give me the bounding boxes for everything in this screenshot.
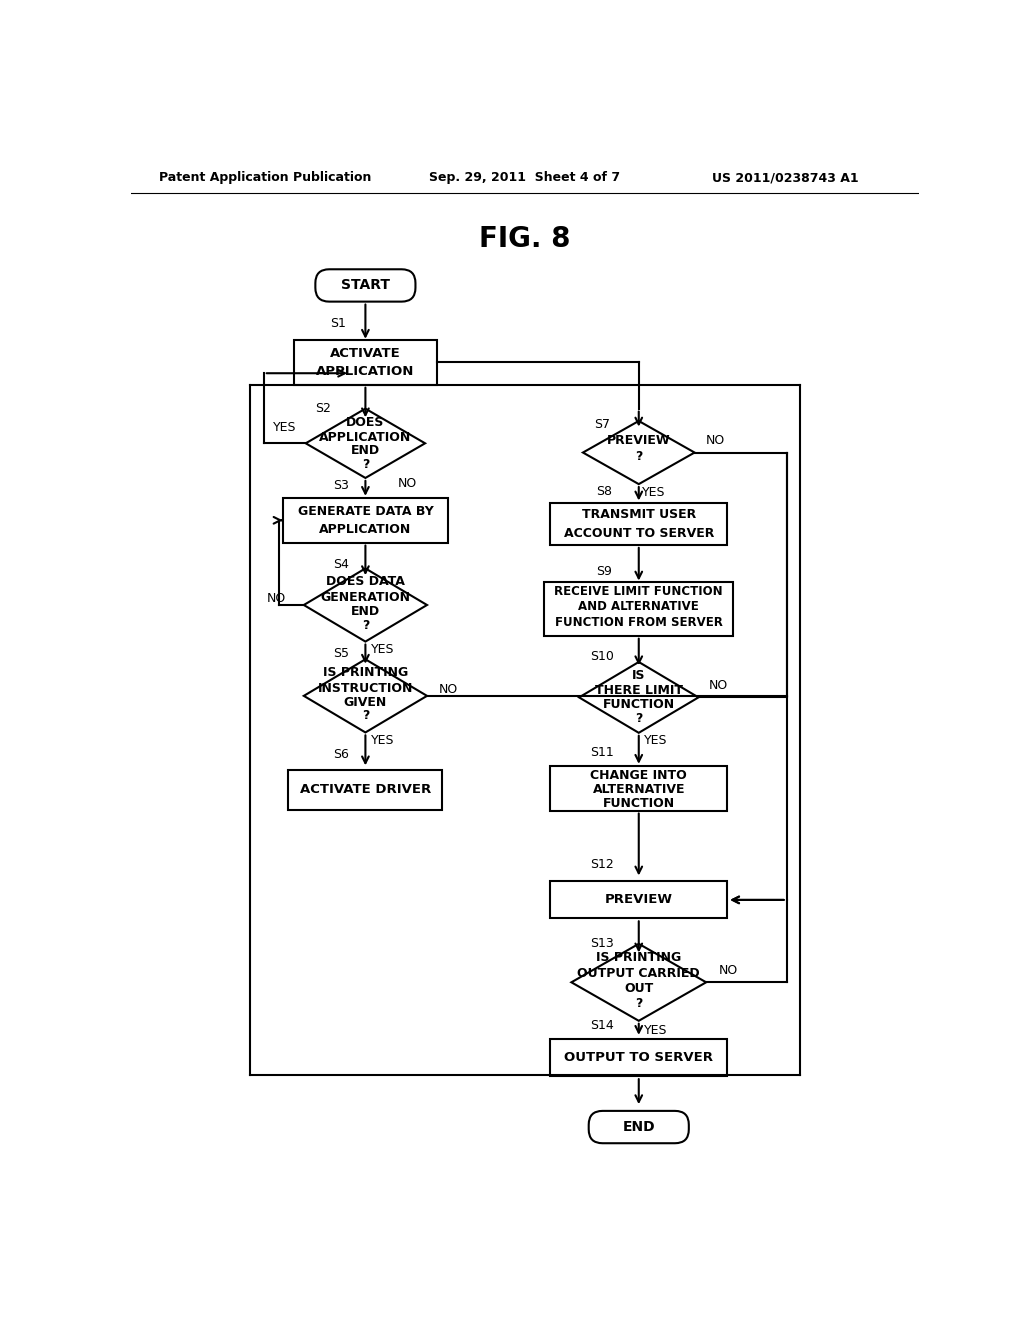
Text: NO: NO — [398, 477, 418, 490]
Text: APPLICATION: APPLICATION — [319, 523, 412, 536]
Text: FUNCTION: FUNCTION — [603, 698, 675, 711]
Text: S8: S8 — [596, 484, 612, 498]
Text: ACTIVATE: ACTIVATE — [330, 347, 400, 360]
Text: GENERATE DATA BY: GENERATE DATA BY — [298, 504, 433, 517]
FancyBboxPatch shape — [550, 766, 727, 810]
Text: S9: S9 — [596, 565, 612, 578]
Text: PREVIEW: PREVIEW — [605, 894, 673, 907]
Text: OUT: OUT — [625, 982, 653, 995]
Text: YES: YES — [371, 734, 394, 747]
Text: NO: NO — [439, 684, 458, 696]
Text: ?: ? — [361, 458, 369, 471]
Polygon shape — [580, 663, 698, 733]
Text: APPLICATION: APPLICATION — [316, 366, 415, 379]
Text: END: END — [623, 1121, 655, 1134]
Text: YES: YES — [644, 734, 668, 747]
Text: NO: NO — [719, 964, 738, 977]
Text: NO: NO — [267, 593, 287, 606]
Text: RECEIVE LIMIT FUNCTION: RECEIVE LIMIT FUNCTION — [554, 585, 723, 598]
Text: S5: S5 — [333, 647, 349, 660]
FancyBboxPatch shape — [589, 1111, 689, 1143]
Text: GENERATION: GENERATION — [321, 591, 411, 603]
Text: IS PRINTING: IS PRINTING — [323, 667, 408, 680]
Polygon shape — [306, 409, 425, 478]
Text: ?: ? — [361, 619, 369, 631]
Text: S3: S3 — [333, 479, 349, 492]
Text: DOES DATA: DOES DATA — [326, 576, 404, 589]
Text: FIG. 8: FIG. 8 — [479, 226, 570, 253]
Text: S6: S6 — [333, 748, 349, 760]
Text: NO: NO — [709, 680, 728, 693]
Text: IS: IS — [632, 669, 645, 682]
FancyBboxPatch shape — [315, 269, 416, 302]
Text: OUTPUT TO SERVER: OUTPUT TO SERVER — [564, 1051, 714, 1064]
FancyBboxPatch shape — [294, 341, 436, 385]
Text: Sep. 29, 2011  Sheet 4 of 7: Sep. 29, 2011 Sheet 4 of 7 — [429, 172, 621, 185]
Text: YES: YES — [371, 643, 394, 656]
FancyBboxPatch shape — [545, 582, 733, 636]
Text: OUTPUT CARRIED: OUTPUT CARRIED — [578, 966, 700, 979]
Text: ?: ? — [361, 709, 369, 722]
Text: ALTERNATIVE: ALTERNATIVE — [593, 783, 685, 796]
Text: S4: S4 — [333, 557, 349, 570]
Text: S10: S10 — [590, 649, 613, 663]
Polygon shape — [304, 569, 427, 642]
Text: APPLICATION: APPLICATION — [319, 430, 412, 444]
Text: NO: NO — [707, 434, 725, 447]
Text: IS PRINTING: IS PRINTING — [596, 952, 681, 964]
Text: THERE LIMIT: THERE LIMIT — [595, 684, 683, 697]
Text: YES: YES — [642, 486, 666, 499]
Text: END: END — [351, 605, 380, 618]
Text: END: END — [351, 445, 380, 458]
FancyBboxPatch shape — [550, 882, 727, 919]
Polygon shape — [304, 659, 427, 733]
Text: START: START — [341, 279, 390, 293]
Text: YES: YES — [272, 421, 296, 434]
Text: ACTIVATE DRIVER: ACTIVATE DRIVER — [300, 783, 431, 796]
Text: DOES: DOES — [346, 416, 385, 429]
Text: S14: S14 — [590, 1019, 613, 1032]
Text: S1: S1 — [331, 317, 346, 330]
FancyBboxPatch shape — [283, 498, 449, 543]
Text: GIVEN: GIVEN — [344, 696, 387, 709]
Text: PREVIEW: PREVIEW — [607, 434, 671, 447]
Text: Patent Application Publication: Patent Application Publication — [159, 172, 372, 185]
Text: US 2011/0238743 A1: US 2011/0238743 A1 — [712, 172, 858, 185]
Text: FUNCTION: FUNCTION — [603, 797, 675, 810]
Text: YES: YES — [644, 1023, 668, 1036]
Text: S2: S2 — [315, 403, 331, 416]
FancyBboxPatch shape — [289, 770, 442, 810]
Text: INSTRUCTION: INSTRUCTION — [317, 681, 413, 694]
Polygon shape — [583, 421, 694, 484]
Text: S13: S13 — [590, 937, 613, 950]
Text: ?: ? — [635, 711, 642, 725]
Text: FUNCTION FROM SERVER: FUNCTION FROM SERVER — [555, 616, 723, 630]
FancyBboxPatch shape — [550, 503, 727, 545]
Text: S7: S7 — [594, 417, 610, 430]
Text: S12: S12 — [590, 858, 613, 871]
Text: S11: S11 — [590, 746, 613, 759]
Polygon shape — [571, 944, 707, 1020]
Text: ?: ? — [635, 450, 642, 463]
Text: ACCOUNT TO SERVER: ACCOUNT TO SERVER — [563, 527, 714, 540]
Text: TRANSMIT USER: TRANSMIT USER — [582, 508, 696, 521]
Text: ?: ? — [635, 998, 642, 1010]
Text: AND ALTERNATIVE: AND ALTERNATIVE — [579, 601, 699, 612]
Text: CHANGE INTO: CHANGE INTO — [591, 770, 687, 783]
FancyBboxPatch shape — [550, 1039, 727, 1076]
